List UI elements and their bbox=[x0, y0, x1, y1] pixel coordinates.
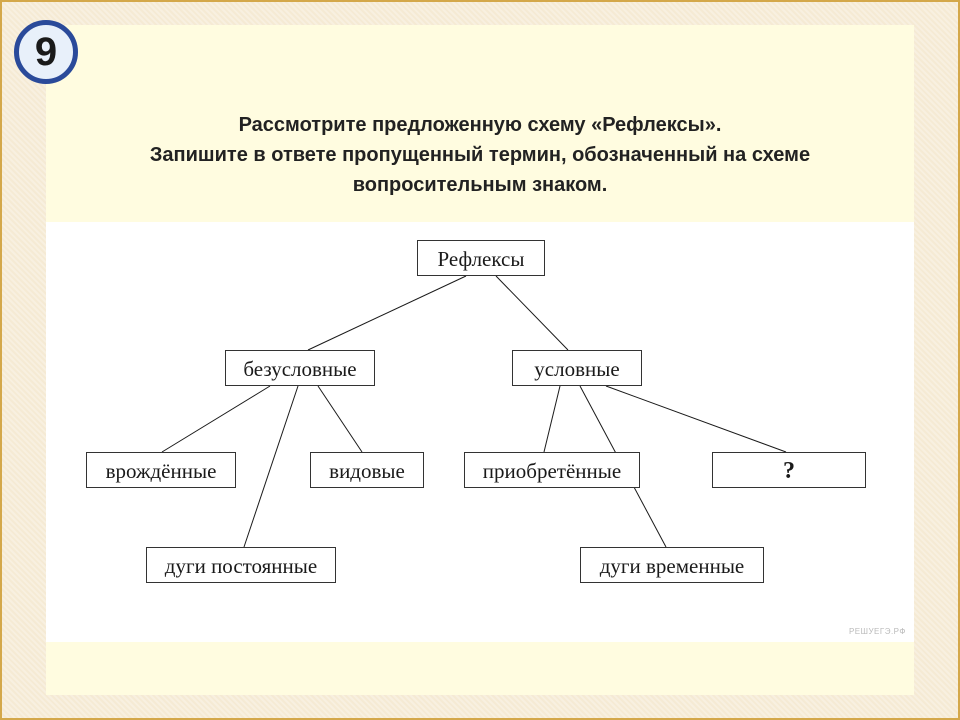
node-species: видовые bbox=[310, 452, 424, 488]
node-innate: врождённые bbox=[86, 452, 236, 488]
instruction-line1: Рассмотрите предложенную схему «Рефлексы… bbox=[70, 110, 890, 140]
node-unknown: ? bbox=[712, 452, 866, 488]
watermark: РЕШУЕГЭ.РФ bbox=[849, 627, 906, 636]
node-temp: дуги временные bbox=[580, 547, 764, 583]
node-perm: дуги постоянные bbox=[146, 547, 336, 583]
question-number-badge: 9 bbox=[14, 20, 78, 84]
instruction-text: Рассмотрите предложенную схему «Рефлексы… bbox=[70, 110, 890, 200]
node-root: Рефлексы bbox=[417, 240, 545, 276]
instruction-line2: Запишите в ответе пропущенный термин, об… bbox=[70, 140, 890, 200]
node-acquired: приобретённые bbox=[464, 452, 640, 488]
node-uncond: безусловные bbox=[225, 350, 375, 386]
question-number: 9 bbox=[35, 30, 57, 75]
node-cond: условные bbox=[512, 350, 642, 386]
diagram-area: РЕШУЕГЭ.РФ Рефлексы безусловные условные вр… bbox=[46, 222, 914, 642]
